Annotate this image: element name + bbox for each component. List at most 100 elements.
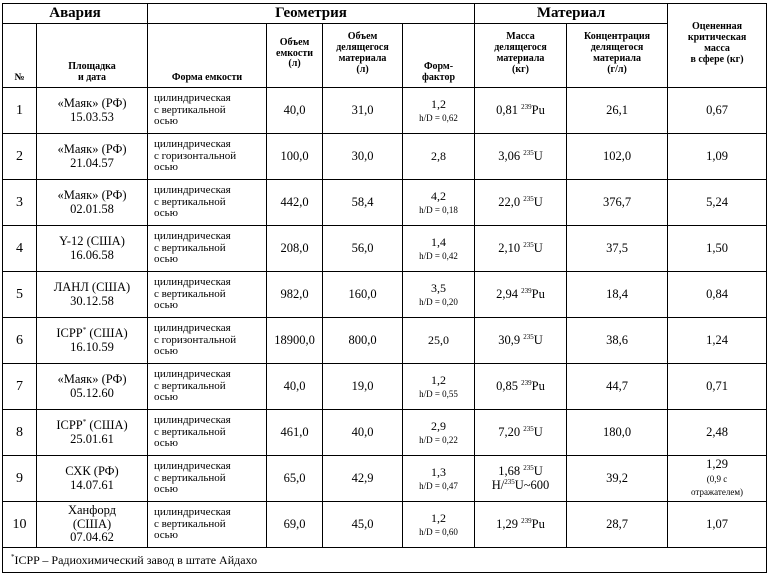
concentration-cell: 28,7 [566,501,669,548]
form-factor-cell: 25,0 [402,317,476,364]
fissile-volume-cell: 42,9 [322,455,404,502]
fissile-volume-cell: 160,0 [322,271,404,318]
site-date-cell: СХК (РФ) 14.07.61 [35,455,149,502]
fissile-volume-cell: 56,0 [322,225,404,272]
row-number: 8 [2,409,37,456]
fissile-volume-cell: 19,0 [322,363,404,410]
estimated-critical-mass-header: Оцененная критическая масса в сфере (кг) [667,3,768,88]
critical-mass-cell: 0,67 [667,87,768,134]
site-date-cell: ICPP* (США) 16.10.59 [35,317,149,364]
vessel-volume-cell: 100,0 [266,133,324,180]
form-factor-cell: 1,2 h/D = 0,62 [402,87,476,134]
fissile-volume-cell: 31,0 [322,87,404,134]
row-number: 10 [2,501,37,548]
critical-mass-cell: 1,24 [667,317,768,364]
fissile-mass-cell: 22,0 235U [474,179,568,226]
vessel-shape-cell: цилиндрическая с горизонтальной осью [147,133,268,180]
concentration-cell: 37,5 [566,225,669,272]
fissile-mass-cell: 2,10 235U [474,225,568,272]
table-row: 4 Y-12 (США) 16.06.58 цилиндрическая с вер… [2,225,768,272]
fissile-mass-cell: 0,85 239Pu [474,363,568,410]
vessel-shape-cell: цилиндрическая с вертикальной осью [147,363,268,410]
form-factor-cell: 2,8 [402,133,476,180]
vessel-volume-cell: 40,0 [266,363,324,410]
form-factor-cell: 4,2 h/D = 0,18 [402,179,476,226]
group-geometry-header: Геометрия [147,3,476,24]
table-row: 7 «Маяк» (РФ) 05.12.60 цилиндрическая с ве… [2,363,768,410]
col-fissile-volume-header: Объем делящегося материала (л) [322,23,404,88]
concentration-cell: 18,4 [566,271,669,318]
fissile-mass-cell: 0,81 239Pu [474,87,568,134]
vessel-volume-cell: 442,0 [266,179,324,226]
fissile-volume-cell: 40,0 [322,409,404,456]
fissile-mass-cell: 7,20 235U [474,409,568,456]
site-date-cell: «Маяк» (РФ) 05.12.60 [35,363,149,410]
table-row: 9 СХК (РФ) 14.07.61 цилиндрическая с верти… [2,455,768,502]
table-body: 1 «Маяк» (РФ) 15.03.53 цилиндрическая с ве… [2,87,768,548]
criticality-accidents-table: Авария Геометрия Материал Оцененная крит… [1,3,768,573]
vessel-volume-cell: 18900,0 [266,317,324,364]
fissile-mass-cell: 30,9 235U [474,317,568,364]
vessel-shape-cell: цилиндрическая с вертикальной осью [147,409,268,456]
critical-mass-cell: 0,84 [667,271,768,318]
group-accident-header: Авария [1,3,149,24]
critical-mass-cell: 0,71 [667,363,768,410]
fissile-volume-cell: 30,0 [322,133,404,180]
vessel-volume-cell: 69,0 [266,501,324,548]
critical-mass-cell: 5,24 [667,179,768,226]
site-date-cell: «Маяк» (РФ) 21.04.57 [35,133,149,180]
col-volume-header: Объем емкости (л) [266,23,324,88]
vessel-volume-cell: 982,0 [266,271,324,318]
vessel-shape-cell: цилиндрическая с вертикальной осью [147,179,268,226]
fissile-mass-cell: 1,29 239Pu [474,501,568,548]
col-concentration-header: Концентрация делящегося материала (г/л) [566,23,669,88]
concentration-cell: 26,1 [566,87,669,134]
site-date-cell: ICPP* (США) 25.01.61 [35,409,149,456]
form-factor-cell: 1,4 h/D = 0,42 [402,225,476,272]
document-page: Авария Геометрия Материал Оцененная крит… [1,3,768,573]
vessel-shape-cell: цилиндрическая с вертикальной осью [147,87,268,134]
row-number: 1 [2,87,37,134]
concentration-cell: 44,7 [566,363,669,410]
site-date-cell: Ханфорд (США) 07.04.62 [35,501,149,548]
row-number: 4 [2,225,37,272]
col-formfactor-header: Форм-фактор [402,23,476,88]
table-row: 5 ЛАНЛ (США) 30.12.58 цилиндрическая с вер… [2,271,768,318]
concentration-cell: 38,6 [566,317,669,364]
row-number: 3 [2,179,37,226]
row-number: 5 [2,271,37,318]
form-factor-cell: 1,2 h/D = 0,60 [402,501,476,548]
critical-mass-cell: 1,07 [667,501,768,548]
table-row: 6 ICPP* (США) 16.10.59 цилиндрическая с го… [2,317,768,364]
form-factor-cell: 1,2 h/D = 0,55 [402,363,476,410]
site-date-cell: «Маяк» (РФ) 15.03.53 [35,87,149,134]
critical-mass-cell: 1,50 [667,225,768,272]
site-date-cell: ЛАНЛ (США) 30.12.58 [35,271,149,318]
fissile-volume-cell: 800,0 [322,317,404,364]
row-number: 2 [2,133,37,180]
col-site-header: Площадка и дата [35,23,149,88]
fissile-mass-cell: 2,94 239Pu [474,271,568,318]
fissile-volume-cell: 45,0 [322,501,404,548]
col-mass-header: Масса делящегося материала (кг) [474,23,568,88]
row-number: 6 [2,317,37,364]
vessel-volume-cell: 65,0 [266,455,324,502]
critical-mass-cell: 2,48 [667,409,768,456]
col-no-header: № [2,23,37,88]
table-row: 3 «Маяк» (РФ) 02.01.58 цилиндрическая с ве… [2,179,768,226]
fissile-volume-cell: 58,4 [322,179,404,226]
concentration-cell: 102,0 [566,133,669,180]
concentration-cell: 180,0 [566,409,669,456]
critical-mass-cell: 1,29 (0,9 с отражателем) [667,455,768,502]
concentration-cell: 39,2 [566,455,669,502]
table-row: 2 «Маяк» (РФ) 21.04.57 цилиндрическая с го… [2,133,768,180]
form-factor-cell: 2,9 h/D = 0,22 [402,409,476,456]
vessel-shape-cell: цилиндрическая с вертикальной осью [147,225,268,272]
vessel-shape-cell: цилиндрическая с вертикальной осью [147,271,268,318]
site-date-cell: «Маяк» (РФ) 02.01.58 [35,179,149,226]
row-number: 9 [2,455,37,502]
table-row: 8 ICPP* (США) 25.01.61 цилиндрическая с ве… [2,409,768,456]
fissile-mass-cell: 3,06 235U [474,133,568,180]
vessel-volume-cell: 208,0 [266,225,324,272]
vessel-shape-cell: цилиндрическая с вертикальной осью [147,501,268,548]
